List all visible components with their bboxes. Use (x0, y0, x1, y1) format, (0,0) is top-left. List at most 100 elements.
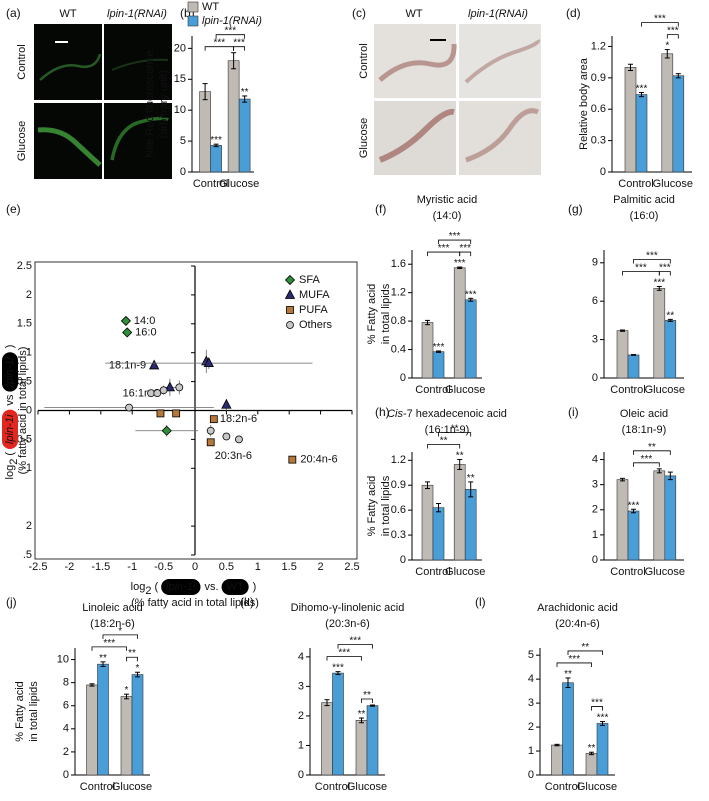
significance-bracket (459, 251, 472, 257)
micrograph (459, 24, 541, 98)
y-tick-label: 0 (528, 769, 534, 781)
y-tick-label: 9 (592, 257, 598, 269)
x-tick-label: Control (545, 781, 580, 793)
significance-star: ** (564, 669, 572, 680)
significance-label: *** (438, 243, 450, 254)
axis-label-part: 2 (8, 459, 20, 465)
y-tick-label: 8 (63, 677, 69, 689)
chart-title-part: Cis (387, 408, 403, 420)
plot-frame (34, 261, 358, 560)
significance-label: ** (128, 648, 136, 659)
legend-label: Others (299, 319, 333, 331)
significance-label: ** (363, 690, 371, 701)
bar (332, 672, 344, 776)
panel-label: (c) (352, 6, 366, 20)
axis-label-pill (161, 579, 201, 595)
significance-bracket (633, 462, 660, 467)
significance-label: *** (568, 654, 580, 665)
significance-star: ** (456, 450, 464, 461)
y-tick-label: 15 (174, 73, 186, 85)
point (120, 315, 131, 326)
bar (596, 723, 609, 776)
significance-label: *** (641, 454, 653, 465)
y-tick-label: 1.5 (17, 318, 32, 330)
y-tick-label: 10 (174, 104, 186, 116)
axis-label-pill-text: lpin-1i (4, 414, 16, 444)
significance-label: ** (648, 442, 656, 453)
significance-bracket (641, 22, 679, 27)
bar (653, 288, 666, 379)
x-tick-label: Control (618, 178, 653, 190)
y-axis-label: in total lipids (380, 283, 392, 344)
x-tick-label: -1 (127, 561, 137, 573)
y-axis-label: % Fatty acid (366, 476, 378, 537)
significance-bracket (91, 646, 127, 651)
panel-label: (i) (568, 405, 579, 419)
significance-label: *** (659, 262, 671, 273)
chart-title: (16:1n-9) (425, 424, 470, 436)
y-tick-label: 0.5 (17, 376, 32, 388)
significance-label: *** (591, 698, 603, 709)
point-label: 14:0 (134, 315, 155, 327)
y-tick-label: 0 (298, 769, 304, 781)
y-tick-label: 0 (592, 372, 598, 384)
point (235, 435, 243, 444)
point (153, 389, 162, 398)
y-tick-label: 5 (180, 135, 186, 147)
y-tick-label: 1.6 (391, 258, 406, 270)
significance-bracket (361, 698, 373, 704)
significance-label: *** (459, 243, 471, 254)
significance-label: *** (225, 26, 237, 37)
worm (111, 58, 169, 71)
point (206, 438, 215, 447)
point (206, 426, 215, 435)
y-tick-label: 1 (26, 347, 32, 359)
axis-label-part: vs. (205, 581, 219, 593)
y-tick-label: 3 (592, 479, 598, 491)
y-tick-label: 1.2 (591, 40, 606, 52)
y-tick-label: 6 (63, 700, 69, 712)
legend-label: PUFA (299, 304, 328, 316)
row-header: Glucose (16, 121, 28, 161)
x-tick-label: Glucose (653, 178, 693, 190)
chart-title: (14:0) (433, 210, 462, 222)
y-tick-label: 5 (528, 649, 534, 661)
y-tick-label: 2.5 (17, 260, 32, 272)
point (164, 381, 176, 392)
legend-marker (284, 274, 296, 286)
point (175, 383, 184, 392)
y-tick-label: 0 (600, 166, 606, 178)
y-tick-label: -1 (22, 462, 32, 474)
panel-label: (l) (475, 595, 486, 609)
chart-title: Dihomo-γ-linolenic acid (291, 602, 405, 614)
panel-label: (j) (6, 595, 17, 609)
chart-title: (20:3n-6) (325, 618, 370, 630)
significance-bracket (591, 706, 603, 711)
significance-star: * (125, 685, 129, 696)
point-label: 20:3n-6 (215, 450, 252, 462)
significance-star: *** (628, 500, 640, 511)
significance-star: *** (597, 713, 609, 724)
bar (321, 702, 333, 776)
x-tick-label: Control (415, 566, 450, 578)
bar (97, 663, 109, 776)
y-tick-label: 2 (592, 504, 598, 516)
x-tick-label: -0.5 (154, 561, 173, 573)
y-tick-label: 2 (298, 710, 304, 722)
significance-star: ** (588, 743, 596, 754)
bar (664, 475, 677, 561)
point (122, 327, 133, 338)
y-tick-label: 0.4 (391, 343, 406, 355)
y-tick-label: 0.6 (591, 103, 606, 115)
significance-label: *** (449, 231, 461, 242)
point (221, 398, 232, 409)
significance-bracket (658, 271, 671, 276)
x-axis-label: log 2(lpin-1i vs. WT) (131, 579, 256, 597)
chart-title: (18:2n-6) (90, 618, 135, 630)
bar (238, 98, 251, 173)
column-header: lpin-1(RNAi) (468, 8, 528, 20)
significance-bracket (567, 650, 603, 655)
significance-bracket (326, 656, 362, 661)
axis-label-part: log (131, 581, 146, 593)
y-tick-label: 0.9 (591, 72, 606, 84)
